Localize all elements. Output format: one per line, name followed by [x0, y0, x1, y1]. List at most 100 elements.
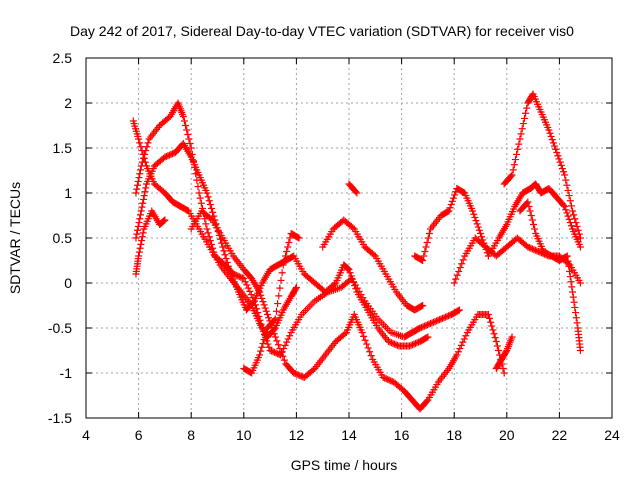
data-point — [256, 316, 264, 324]
series-track-8 — [345, 180, 361, 197]
data-point — [528, 245, 536, 253]
series-track-2 — [132, 99, 463, 359]
data-point — [387, 339, 395, 347]
data-point — [205, 233, 213, 241]
data-point — [418, 323, 426, 331]
data-point — [260, 301, 268, 309]
data-point — [246, 287, 254, 295]
data-point — [138, 203, 146, 211]
plot-frame — [85, 57, 613, 419]
data-point — [264, 340, 272, 348]
data-point — [455, 306, 463, 314]
y-tick-label: 0.5 — [53, 230, 73, 246]
data-point — [434, 316, 442, 324]
data-point — [294, 233, 302, 241]
data-point — [571, 303, 579, 311]
data-point — [447, 201, 455, 209]
data-point — [206, 201, 214, 209]
data-point — [135, 248, 143, 256]
data-point — [450, 279, 458, 287]
data-point — [572, 314, 580, 322]
data-point — [244, 284, 252, 292]
data-point — [179, 113, 187, 120]
data-point — [549, 139, 557, 147]
data-point — [421, 248, 429, 255]
x-axis-label: GPS time / hours — [291, 457, 398, 473]
data-point — [234, 272, 242, 280]
data-point — [277, 348, 285, 356]
data-point — [235, 273, 243, 281]
data-point — [437, 315, 445, 323]
data-point — [141, 150, 149, 158]
data-point — [425, 230, 433, 237]
data-point — [343, 264, 351, 272]
data-point — [253, 305, 261, 313]
data-point — [528, 216, 536, 224]
data-point — [182, 122, 190, 129]
data-point — [168, 150, 176, 158]
data-point — [477, 230, 484, 237]
data-point — [484, 311, 492, 318]
data-point — [259, 339, 267, 347]
data-point — [293, 370, 301, 378]
data-point — [412, 339, 420, 347]
data-point — [473, 220, 481, 228]
data-point — [196, 194, 204, 202]
data-point — [210, 248, 218, 256]
data-point — [489, 326, 497, 334]
data-point — [531, 246, 539, 254]
data-point — [351, 282, 359, 290]
data-point — [500, 369, 508, 377]
data-point — [135, 174, 143, 182]
x-tick-label: 6 — [135, 427, 143, 443]
data-point — [525, 203, 533, 210]
data-point — [562, 206, 570, 214]
data-point — [256, 288, 264, 296]
data-point — [531, 225, 539, 233]
data-point — [277, 276, 285, 284]
data-point — [565, 215, 573, 223]
data-point — [530, 246, 538, 254]
data-point — [349, 224, 357, 232]
y-tick-label: 1 — [64, 185, 72, 201]
x-tick-labels: 4 6 8 10 12 14 16 18 20 22 24 — [82, 427, 620, 443]
data-point — [274, 341, 282, 349]
data-point — [454, 307, 462, 315]
data-point — [451, 191, 459, 199]
data-point — [232, 271, 240, 279]
data-point — [265, 343, 273, 351]
data-point — [518, 125, 526, 133]
data-point — [510, 161, 518, 169]
data-point — [502, 348, 510, 356]
data-point — [139, 154, 147, 162]
series-track-1 — [129, 117, 300, 341]
data-point — [569, 293, 577, 301]
data-point — [381, 374, 389, 382]
data-point — [389, 339, 397, 347]
data-point — [569, 288, 577, 296]
data-point — [299, 373, 307, 381]
data-point — [139, 195, 147, 203]
data-point — [567, 202, 575, 210]
data-point — [290, 369, 298, 377]
data-point — [561, 203, 569, 210]
data-point — [202, 220, 210, 228]
data-point — [455, 267, 463, 275]
data-point — [272, 349, 280, 357]
data-point — [520, 114, 528, 122]
data-point — [573, 319, 581, 327]
data-point — [565, 192, 573, 200]
data-point — [352, 188, 360, 196]
data-point — [258, 343, 266, 351]
data-point — [136, 244, 144, 252]
data-point — [386, 338, 394, 346]
data-point — [136, 211, 144, 219]
data-point — [428, 319, 436, 327]
data-point — [423, 334, 431, 342]
data-point — [195, 189, 203, 197]
data-point — [562, 176, 570, 184]
data-point — [548, 136, 556, 144]
data-point — [554, 152, 562, 160]
data-point — [240, 275, 248, 282]
data-point — [279, 261, 287, 269]
